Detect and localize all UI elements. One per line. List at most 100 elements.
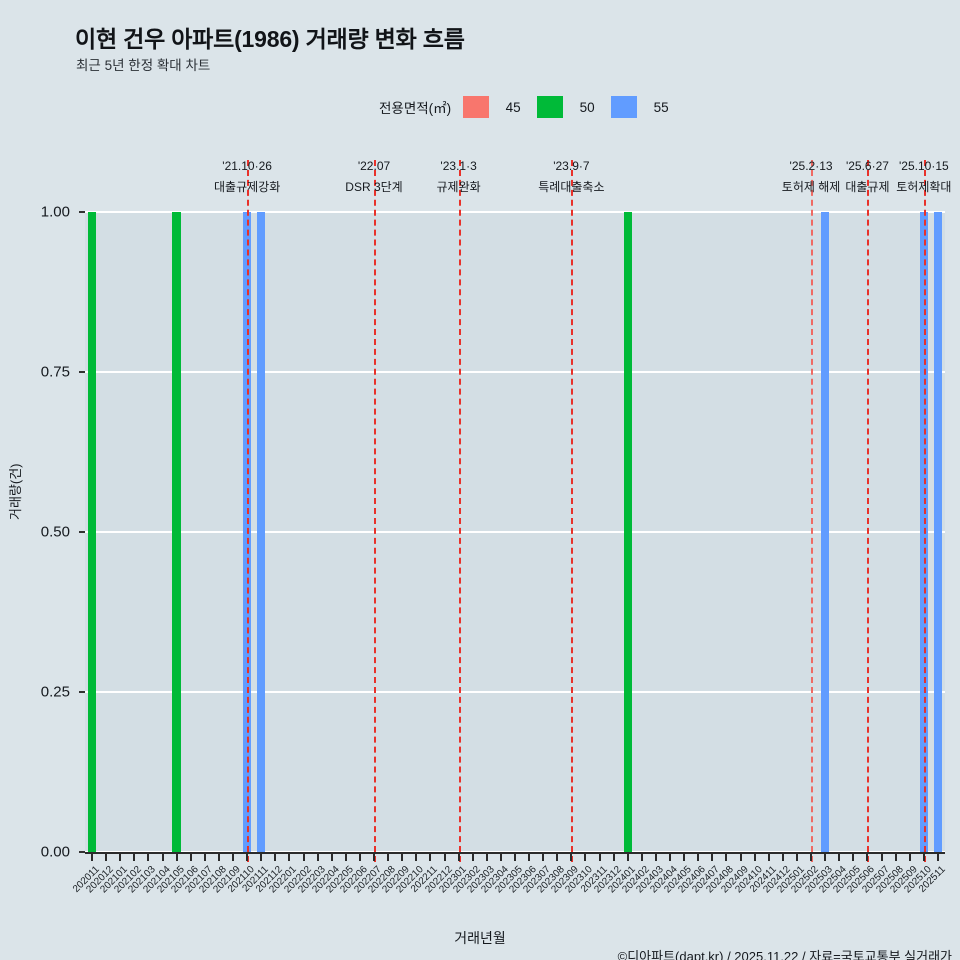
event-label-4: '25.2·13 토허제 해제 xyxy=(782,160,841,193)
legend-item-55[interactable]: 55 xyxy=(611,96,685,118)
x-tick-mark xyxy=(91,854,94,861)
page-title: 이현 건우 아파트(1986) 거래량 변화 흐름 xyxy=(75,26,465,52)
event-date: '22.07 xyxy=(357,159,391,173)
x-tick-mark xyxy=(344,854,347,861)
legend-label-50: 50 xyxy=(579,99,595,115)
x-tick-mark xyxy=(232,854,235,861)
x-tick-mark xyxy=(894,854,897,861)
gridline-0.50 xyxy=(85,531,945,533)
x-tick-mark xyxy=(457,854,460,861)
x-tick-mark xyxy=(528,854,531,861)
x-tick-mark xyxy=(217,854,220,861)
x-tick-mark xyxy=(795,854,798,861)
x-tick-mark xyxy=(739,854,742,861)
y-tick-mark xyxy=(79,691,85,693)
bar[interactable] xyxy=(172,212,181,852)
x-tick-mark xyxy=(358,854,361,861)
event-line-2 xyxy=(458,160,461,862)
x-tick-mark xyxy=(556,854,559,861)
x-tick-mark xyxy=(485,854,488,861)
x-tick-mark xyxy=(246,854,249,861)
event-date: '25.2·13 xyxy=(789,159,833,173)
legend-item-45[interactable]: 45 xyxy=(463,96,537,118)
x-tick-mark xyxy=(852,854,855,861)
event-name: 규제완화 xyxy=(436,180,481,194)
event-name: 토허제확대 xyxy=(896,180,952,194)
event-date: '23.1·3 xyxy=(440,159,477,173)
x-tick-mark xyxy=(316,854,319,861)
event-label-0: '21.10·26 대출규제강화 xyxy=(214,160,280,193)
page-subtitle: 최근 5년 한정 확대 차트 xyxy=(76,58,211,73)
x-tick-mark xyxy=(880,854,883,861)
x-tick-mark xyxy=(866,854,869,861)
x-tick-mark xyxy=(471,854,474,861)
x-tick-mark xyxy=(640,854,643,861)
x-tick-mark xyxy=(598,854,601,861)
event-line-3 xyxy=(571,160,574,862)
x-axis-line xyxy=(85,852,945,854)
x-tick-mark xyxy=(161,854,164,861)
event-line-6 xyxy=(923,160,926,862)
y-tick-mark xyxy=(79,211,85,213)
x-tick-mark xyxy=(288,854,291,861)
y-tick-label: 0.25 xyxy=(40,683,70,701)
legend-item-50[interactable]: 50 xyxy=(537,96,611,118)
x-tick-mark xyxy=(330,854,333,861)
footer-credit: ©디아파트(dapt.kr) / 2025.11.22 / 자료=국토교통부 실… xyxy=(617,949,952,960)
x-tick-mark xyxy=(189,854,192,861)
gridline-0.75 xyxy=(85,371,945,373)
event-date: '25.10·15 xyxy=(899,159,949,173)
x-tick-mark xyxy=(753,854,756,861)
event-date: '21.10·26 xyxy=(222,159,272,173)
event-line-5 xyxy=(867,160,870,862)
x-tick-mark xyxy=(908,854,911,861)
x-tick-mark xyxy=(401,854,404,861)
x-tick-mark xyxy=(838,854,841,861)
x-tick-mark xyxy=(147,854,150,861)
x-tick-mark xyxy=(570,854,573,861)
y-tick-mark xyxy=(79,851,85,853)
x-tick-mark xyxy=(387,854,390,861)
x-tick-mark xyxy=(499,854,502,861)
x-tick-mark xyxy=(119,854,122,861)
event-label-3: '23.9·7 특례대출축소 xyxy=(538,160,604,193)
gridline-1.00 xyxy=(85,211,945,213)
legend-label-55: 55 xyxy=(653,99,669,115)
x-tick-mark xyxy=(274,854,277,861)
x-tick-mark xyxy=(373,854,376,861)
event-name: 특례대출축소 xyxy=(538,180,605,194)
y-tick-label: 1.00 xyxy=(40,203,70,221)
x-tick-mark xyxy=(697,854,700,861)
legend-swatch-50 xyxy=(537,96,564,118)
gridline-0.25 xyxy=(85,691,945,693)
x-tick-mark xyxy=(683,854,686,861)
bar[interactable] xyxy=(919,212,929,852)
x-tick-mark xyxy=(810,854,813,861)
x-tick-mark xyxy=(711,854,714,861)
bar[interactable] xyxy=(623,212,632,852)
x-tick-mark xyxy=(542,854,545,861)
bar[interactable] xyxy=(933,212,943,852)
x-tick-mark xyxy=(429,854,432,861)
x-tick-mark xyxy=(626,854,629,861)
x-tick-mark xyxy=(203,854,206,861)
y-tick-label: 0.75 xyxy=(40,363,70,381)
event-name: 대출규제강화 xyxy=(214,180,281,194)
event-name: 대출규제 xyxy=(845,180,890,194)
x-axis-title: 거래년월 xyxy=(454,930,506,946)
x-tick-mark xyxy=(415,854,418,861)
event-date: '25.6·27 xyxy=(845,159,889,173)
bar[interactable] xyxy=(820,212,830,852)
event-label-5: '25.6·27 대출규제 xyxy=(845,160,889,193)
event-name: DSR 3단계 xyxy=(345,180,403,194)
x-tick-mark xyxy=(133,854,136,861)
bar[interactable] xyxy=(257,212,266,852)
bar[interactable] xyxy=(87,212,97,852)
legend-label-45: 45 xyxy=(505,99,521,115)
bar[interactable] xyxy=(242,212,252,852)
chart-legend: 전용면적(㎡) 45 50 55 xyxy=(379,96,685,118)
x-tick-mark xyxy=(824,854,827,861)
x-tick-mark xyxy=(302,854,305,861)
x-tick-mark xyxy=(175,854,178,861)
